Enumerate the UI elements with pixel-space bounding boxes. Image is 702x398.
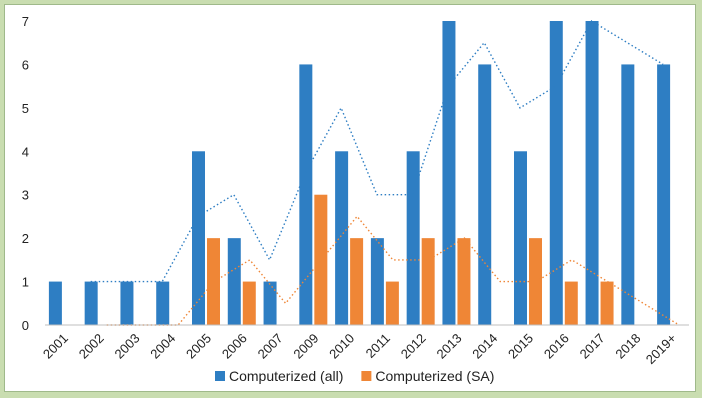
x-tick-label-2010: 2010 — [326, 331, 357, 362]
bar-sa-2009 — [314, 194, 328, 325]
x-tick-label-2011: 2011 — [363, 331, 393, 361]
x-tick-label-2015: 2015 — [505, 331, 536, 362]
bar-all-2001 — [48, 281, 62, 325]
bar-sa-2017 — [600, 281, 614, 325]
x-tick-label-2016: 2016 — [541, 331, 572, 362]
bar-sa-2012 — [421, 238, 435, 325]
bar-all-2012 — [406, 151, 420, 325]
bar-all-2005 — [192, 151, 205, 325]
bar-all-2010 — [335, 151, 349, 325]
y-tick-label-4: 4 — [22, 144, 29, 159]
y-tick-label-2: 2 — [22, 231, 29, 246]
y-axis-ticks: 0 1 2 3 4 5 6 7 — [22, 14, 29, 333]
bar-sa-2006 — [242, 281, 256, 325]
bar-all-2003 — [120, 281, 134, 325]
bar-all-2011 — [370, 238, 384, 325]
bar-chart: 0 1 2 3 4 5 6 7 2001 2002 2003 2004 2005 2006 2007 200… — [22, 14, 689, 384]
y-tick-label-3: 3 — [22, 188, 29, 203]
chart-frame: 0 1 2 3 4 5 6 7 2001 2002 2003 2004 2005 2006 2007 200… — [4, 4, 696, 392]
bar-all-2018 — [621, 64, 635, 325]
bar-all-2013 — [442, 21, 456, 325]
bar-all-2006 — [227, 238, 241, 325]
legend-label-sa: Computerized (SA) — [375, 368, 494, 384]
x-tick-label-2014: 2014 — [469, 331, 500, 362]
legend-label-all: Computerized (all) — [229, 368, 343, 384]
x-tick-label-2009: 2009 — [290, 331, 321, 362]
bar-all-2017 — [585, 21, 599, 325]
bar-all-2009 — [299, 64, 313, 325]
bar-all-2004 — [156, 281, 170, 325]
x-tick-label-2017: 2017 — [577, 331, 608, 362]
bars — [48, 21, 671, 325]
x-axis-ticks: 2001 2002 2003 2004 2005 2006 2007 2009 2010 2011… — [40, 331, 679, 367]
bar-all-2007 — [263, 281, 277, 325]
bar-all-2015 — [514, 151, 527, 325]
x-tick-label-2018: 2018 — [612, 331, 643, 362]
x-tick-label-2013: 2013 — [434, 331, 465, 362]
bar-sa-2011 — [385, 281, 399, 325]
bar-all-2019+ — [657, 64, 671, 325]
trendline-sa — [106, 215, 680, 326]
y-tick-label-7: 7 — [22, 14, 29, 29]
x-tick-label-2005: 2005 — [183, 331, 214, 362]
legend: Computerized (all) Computerized (SA) — [215, 368, 494, 384]
x-tick-label-2019+: 2019+ — [643, 331, 679, 367]
bar-all-2016 — [549, 21, 563, 325]
bar-all-2002 — [84, 281, 98, 325]
y-tick-label-6: 6 — [22, 57, 29, 72]
x-tick-label-2003: 2003 — [112, 331, 143, 362]
bar-sa-2016 — [564, 281, 578, 325]
y-tick-label-0: 0 — [22, 318, 29, 333]
trend-lines — [90, 20, 680, 326]
legend-swatch-sa — [361, 371, 372, 381]
bar-sa-2010 — [350, 238, 364, 325]
bar-sa-2005 — [207, 238, 220, 325]
x-tick-label-2001: 2001 — [40, 331, 71, 362]
bar-all-2014 — [478, 64, 492, 325]
y-tick-label-5: 5 — [22, 101, 29, 116]
x-tick-label-2006: 2006 — [219, 331, 250, 362]
x-tick-label-2004: 2004 — [147, 331, 178, 362]
bar-sa-2013 — [457, 238, 471, 325]
legend-swatch-all — [215, 371, 225, 381]
x-tick-label-2012: 2012 — [398, 331, 429, 362]
y-tick-label-1: 1 — [22, 275, 29, 290]
x-tick-label-2007: 2007 — [255, 331, 286, 362]
trendline-all — [90, 20, 664, 283]
x-tick-label-2002: 2002 — [76, 331, 107, 362]
